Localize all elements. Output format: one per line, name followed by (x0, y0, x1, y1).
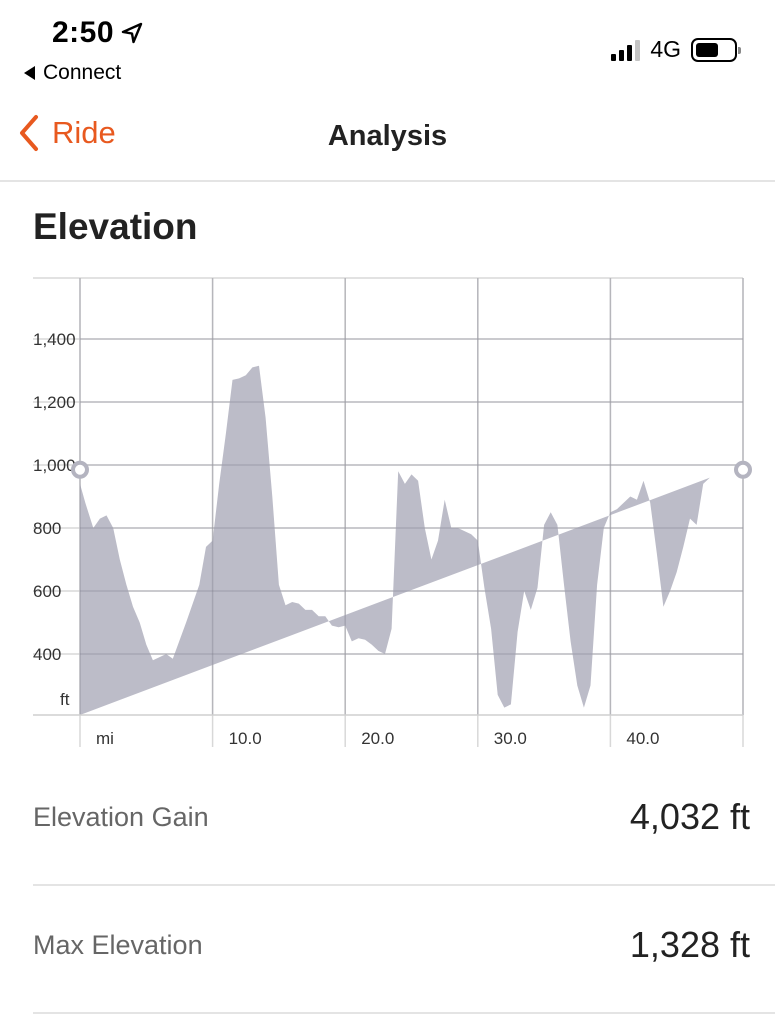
x-tick-label: 30.0 (494, 729, 527, 748)
back-button[interactable]: Ride (18, 114, 116, 152)
stat-label: Elevation Gain (33, 802, 209, 832)
back-to-app-button[interactable]: Connect (24, 61, 121, 85)
y-unit-label: ft (60, 690, 70, 709)
navigation-bar: Ride Analysis (0, 100, 775, 182)
y-tick-label: 1,000 (33, 456, 76, 475)
system-icons: 4G (611, 36, 741, 63)
elevation-area (80, 365, 710, 715)
back-triangle-icon (24, 66, 35, 80)
status-bar: 2:50 Connect 4G (0, 0, 775, 100)
x-tick-label: 10.0 (229, 729, 262, 748)
page-title: Analysis (327, 120, 448, 152)
y-tick-label: 400 (33, 645, 61, 664)
range-start-handle[interactable] (71, 460, 89, 479)
back-to-app-label: Connect (43, 61, 122, 84)
network-type: 4G (650, 36, 681, 62)
x-tick-label: 40.0 (626, 729, 659, 748)
stat-row-max-elevation: Max Elevation 1,328 ft (33, 886, 775, 1014)
clock-time: 2:50 (52, 16, 115, 49)
location-arrow-icon (121, 22, 143, 44)
y-tick-label: 800 (33, 519, 61, 538)
section-title: Elevation (33, 206, 198, 247)
cellular-signal-icon (611, 39, 641, 61)
x-unit-label: mi (96, 729, 114, 748)
range-end-handle[interactable] (734, 460, 752, 479)
y-tick-label: 1,400 (33, 330, 76, 349)
back-button-label: Ride (52, 115, 116, 150)
y-tick-label: 600 (33, 582, 61, 601)
x-tick-label: 20.0 (361, 729, 394, 748)
battery-icon (691, 37, 741, 62)
stat-row-elevation-gain: Elevation Gain 4,032 ft (33, 758, 775, 886)
stat-value: 1,328 ft (629, 924, 750, 965)
stat-value: 4,032 ft (629, 796, 750, 837)
clock: 2:50 (52, 16, 144, 50)
chevron-left-icon (20, 115, 38, 151)
y-tick-label: 1,200 (33, 393, 76, 412)
elevation-chart[interactable]: 400 600 800 1,000 1,200 1,400 ft mi 10.0 20.0 30.0… (0, 260, 775, 760)
stat-label: Max Elevation (33, 930, 203, 960)
